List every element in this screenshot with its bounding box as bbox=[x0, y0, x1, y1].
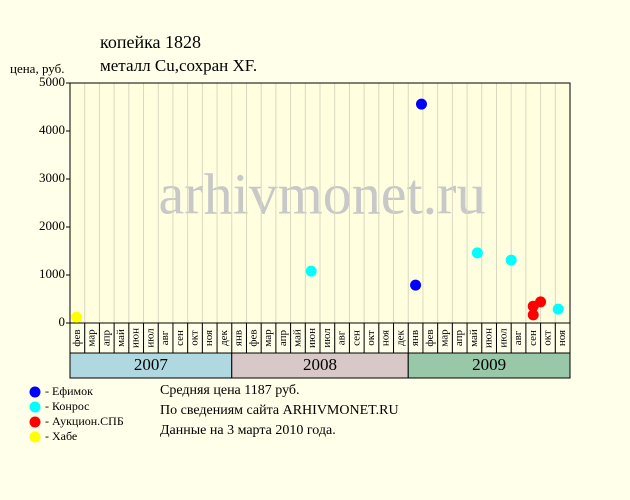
x-tick-label: апр bbox=[277, 329, 289, 346]
y-tick-label: 5000 bbox=[39, 74, 65, 89]
legend-marker bbox=[29, 386, 41, 398]
legend-marker bbox=[29, 431, 41, 443]
x-tick-label: мар bbox=[262, 329, 274, 347]
x-tick-label: окт bbox=[365, 330, 377, 346]
x-tick-label: июн bbox=[483, 328, 495, 348]
x-tick-label: сен bbox=[350, 330, 362, 346]
y-tick-label: 4000 bbox=[39, 122, 65, 137]
point bbox=[505, 254, 517, 266]
note: Средняя цена 1187 руб. bbox=[160, 383, 300, 398]
x-tick-label: ноя bbox=[380, 330, 392, 346]
legend-marker bbox=[29, 416, 41, 428]
y-tick-label: 3000 bbox=[39, 170, 65, 185]
x-tick-label: янв bbox=[233, 330, 245, 346]
point bbox=[305, 265, 317, 277]
x-tick-label: май bbox=[468, 329, 480, 347]
x-tick-label: апр bbox=[100, 329, 112, 346]
x-tick-label: май bbox=[291, 329, 303, 347]
note: По сведениям сайта ARHIVMONET.RU bbox=[160, 403, 399, 418]
x-tick-label: авг bbox=[512, 330, 524, 345]
legend-marker bbox=[29, 401, 41, 413]
x-tick-label: авг bbox=[336, 330, 348, 345]
year-label: 2009 bbox=[472, 355, 506, 374]
point bbox=[527, 309, 539, 321]
y-tick-label: 2000 bbox=[39, 218, 65, 233]
legend-label: - Аукцион.СПБ bbox=[45, 414, 124, 428]
x-tick-label: авг bbox=[159, 330, 171, 345]
legend-label: - Конрос bbox=[45, 399, 89, 413]
x-tick-label: дек bbox=[218, 329, 230, 345]
x-tick-label: июл bbox=[321, 328, 333, 348]
year-band bbox=[231, 352, 409, 379]
year-label: 2008 bbox=[303, 355, 337, 374]
y-tick-label: 0 bbox=[59, 314, 66, 329]
x-tick-label: фев bbox=[247, 329, 259, 346]
note: Данные на 3 марта 2010 года. bbox=[160, 423, 336, 438]
x-tick-label: мар bbox=[86, 329, 98, 347]
chart-subtitle: металл Cu,сохран XF. bbox=[100, 56, 257, 75]
x-tick-label: мар bbox=[439, 329, 451, 347]
x-tick-label: сен bbox=[527, 330, 539, 346]
legend-label: - Ефимок bbox=[45, 384, 93, 398]
plot-frame bbox=[69, 82, 571, 354]
x-tick-label: июн bbox=[130, 328, 142, 348]
legend-label: - Хабе bbox=[45, 429, 77, 443]
x-tick-label: сен bbox=[174, 330, 186, 346]
y-tick-label: 1000 bbox=[39, 266, 65, 281]
point bbox=[535, 296, 547, 308]
x-tick-label: апр bbox=[453, 329, 465, 346]
point bbox=[415, 98, 427, 110]
x-tick-label: окт bbox=[189, 330, 201, 346]
point bbox=[410, 279, 422, 291]
x-tick-label: июл bbox=[144, 328, 156, 348]
x-tick-label: ноя bbox=[556, 330, 568, 346]
x-tick-label: ноя bbox=[203, 330, 215, 346]
x-tick-label: фев bbox=[424, 329, 436, 346]
point bbox=[71, 311, 83, 323]
x-tick-label: июл bbox=[497, 328, 509, 348]
point bbox=[552, 303, 564, 315]
watermark: arhivmonet.ru bbox=[159, 161, 486, 226]
chart-title: копейка 1828 bbox=[100, 32, 201, 52]
y-axis-label: цена, руб. bbox=[10, 61, 64, 76]
x-tick-label: окт bbox=[541, 330, 553, 346]
x-tick-label: фев bbox=[71, 329, 83, 346]
year-band bbox=[407, 352, 571, 379]
x-tick-label: янв bbox=[409, 330, 421, 346]
x-tick-label: май bbox=[115, 329, 127, 347]
point bbox=[471, 247, 483, 259]
year-label: 2007 bbox=[134, 355, 169, 374]
year-band bbox=[69, 352, 233, 379]
x-tick-label: июн bbox=[306, 328, 318, 348]
x-tick-label: дек bbox=[394, 329, 406, 345]
